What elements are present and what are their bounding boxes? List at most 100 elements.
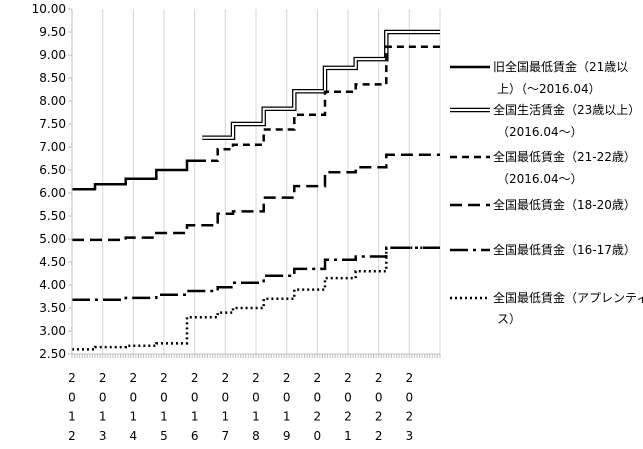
x-tick-digit: 8 bbox=[252, 429, 260, 443]
x-tick-digit: 1 bbox=[222, 410, 230, 424]
x-tick-digit: 2 bbox=[252, 371, 260, 385]
x-tick-digit: 0 bbox=[314, 429, 322, 443]
y-tick-label: 2.50 bbox=[39, 347, 66, 361]
y-tick-label: 4.50 bbox=[39, 255, 66, 269]
legend-label: 上）（～2016.04） bbox=[497, 82, 601, 96]
y-tick-label: 10.00 bbox=[32, 2, 66, 16]
x-tick-digit: 1 bbox=[344, 429, 352, 443]
y-tick-label: 3.00 bbox=[39, 324, 66, 338]
y-tick-label: 7.50 bbox=[39, 117, 66, 131]
legend-label: （2016.04～） bbox=[497, 172, 583, 186]
legend-item: 全国生活賃金（23歳以上） （2016.04～） bbox=[450, 102, 640, 139]
legend-label: 全国最低賃金（18-20歳） bbox=[493, 197, 636, 212]
x-tick-digit: 0 bbox=[252, 390, 260, 404]
y-tick-label: 6.50 bbox=[39, 163, 66, 177]
x-tick-digit: 2 bbox=[130, 371, 138, 385]
series-line bbox=[202, 29, 440, 141]
x-tick-digit: 2 bbox=[283, 371, 291, 385]
series-line-inner bbox=[202, 31, 440, 139]
x-tick-digit: 0 bbox=[314, 390, 322, 404]
x-tick-digit: 0 bbox=[344, 390, 352, 404]
series-layer bbox=[72, 29, 440, 351]
x-tick-digit: 0 bbox=[130, 390, 138, 404]
x-tick-digit: 2 bbox=[344, 410, 352, 424]
y-tick-label: 3.50 bbox=[39, 301, 66, 315]
legend-label: 全国生活賃金（23歳以上） bbox=[493, 102, 640, 117]
x-tick-digit: 2 bbox=[406, 371, 414, 385]
legend-label: （2016.04～） bbox=[497, 125, 583, 139]
legend-label: 全国最低賃金（21-22歳） bbox=[493, 149, 636, 164]
x-tick-digit: 2 bbox=[375, 371, 383, 385]
x-tick-digit: 2 bbox=[68, 429, 76, 443]
grid-layer bbox=[71, 9, 441, 354]
x-tick-digit: 1 bbox=[99, 410, 107, 424]
x-tick-digit: 1 bbox=[160, 410, 168, 424]
x-tick-digit: 3 bbox=[99, 429, 107, 443]
x-tick-digit: 7 bbox=[222, 429, 230, 443]
x-tick-digit: 1 bbox=[283, 410, 291, 424]
x-tick-digit: 0 bbox=[160, 390, 168, 404]
y-tick-label: 9.00 bbox=[39, 48, 66, 62]
legend-label: 旧全国最低賃金（21歳以 bbox=[493, 59, 628, 74]
x-tick-digit: 2 bbox=[222, 371, 230, 385]
y-tick-label: 5.50 bbox=[39, 209, 66, 223]
x-tick-digit: 1 bbox=[252, 410, 260, 424]
x-tick-digit: 2 bbox=[99, 371, 107, 385]
y-tick-label: 8.50 bbox=[39, 71, 66, 85]
x-tick-digit: 1 bbox=[130, 410, 138, 424]
x-tick-digit: 9 bbox=[283, 429, 291, 443]
series-line bbox=[72, 246, 440, 301]
x-tick-digit: 0 bbox=[406, 390, 414, 404]
series-line bbox=[72, 159, 203, 191]
y-tick-label: 4.00 bbox=[39, 278, 66, 292]
x-tick-digit: 1 bbox=[68, 410, 76, 424]
x-tick-digit: 0 bbox=[99, 390, 107, 404]
x-tick-digit: 2 bbox=[68, 371, 76, 385]
y-tick-label: 6.00 bbox=[39, 186, 66, 200]
x-tick-digit: 2 bbox=[375, 429, 383, 443]
y-tick-label: 7.00 bbox=[39, 140, 66, 154]
x-tick-digit: 2 bbox=[160, 371, 168, 385]
legend-item: 全国最低賃金（21-22歳） （2016.04～） bbox=[450, 149, 636, 186]
series-line bbox=[72, 246, 440, 351]
x-tick-digit: 2 bbox=[375, 410, 383, 424]
x-tick-digit: 5 bbox=[160, 429, 168, 443]
legend-item: 全国最低賃金（18-20歳） bbox=[450, 197, 636, 212]
x-tick-digit: 1 bbox=[191, 410, 199, 424]
y-tick-label: 5.00 bbox=[39, 232, 66, 246]
x-tick-digit: 6 bbox=[191, 429, 199, 443]
x-tick-digit: 2 bbox=[314, 371, 322, 385]
y-tick-label: 9.50 bbox=[39, 25, 66, 39]
x-tick-digit: 4 bbox=[130, 429, 138, 443]
series-line bbox=[187, 45, 440, 163]
x-tick-digit: 0 bbox=[375, 390, 383, 404]
x-tick-digit: 2 bbox=[344, 371, 352, 385]
y-tick-label: 8.00 bbox=[39, 94, 66, 108]
x-tick-digit: 0 bbox=[191, 390, 199, 404]
legend-label: 全国最低賃金（16-17歳） bbox=[493, 242, 636, 257]
